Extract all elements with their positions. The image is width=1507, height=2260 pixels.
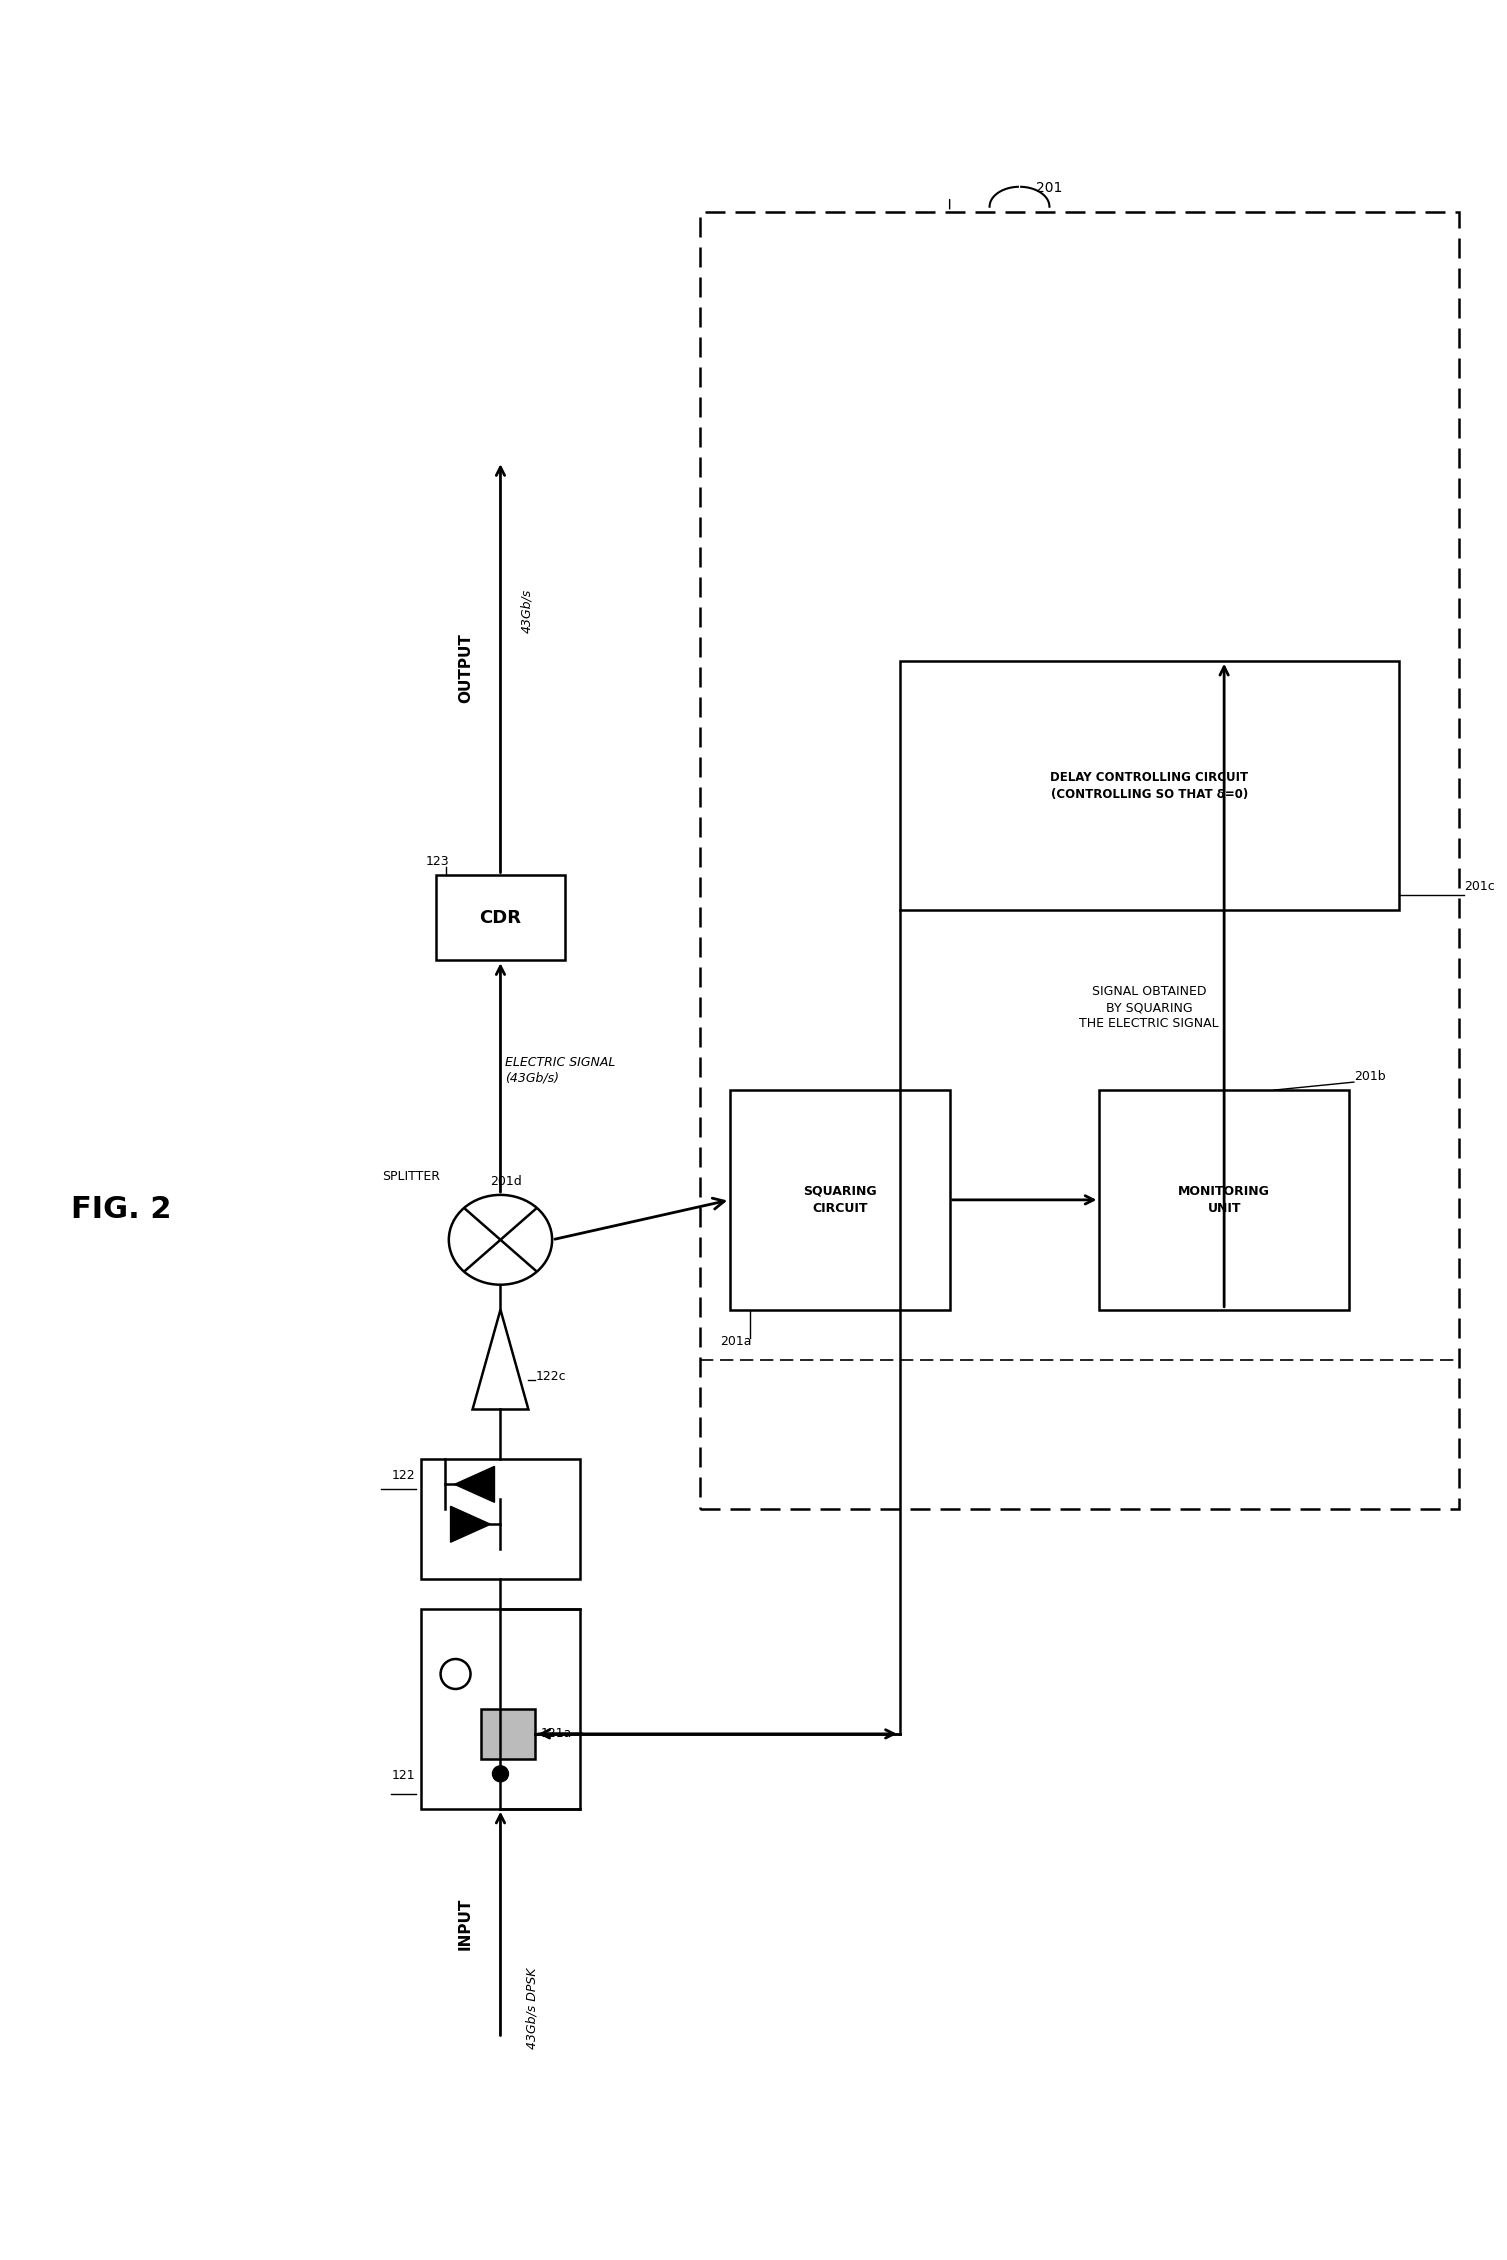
Text: FIG. 2: FIG. 2 (71, 1196, 172, 1225)
Bar (729, 1089, 949, 1309)
Bar (436, 875, 565, 960)
Polygon shape (451, 1507, 490, 1541)
Polygon shape (473, 1309, 529, 1410)
Polygon shape (455, 1467, 494, 1503)
Text: OUTPUT: OUTPUT (458, 633, 473, 703)
Text: ELECTRIC SIGNAL
(43Gb/s): ELECTRIC SIGNAL (43Gb/s) (505, 1055, 616, 1085)
Text: 43Gb/s: 43Gb/s (520, 590, 533, 633)
Circle shape (440, 1659, 470, 1688)
Circle shape (493, 1765, 508, 1781)
Text: MONITORING
UNIT: MONITORING UNIT (1178, 1184, 1270, 1216)
Text: 43Gb/s DPSK: 43Gb/s DPSK (526, 1968, 538, 2050)
Bar (701, 212, 1459, 1510)
Text: 201a: 201a (720, 1336, 752, 1347)
Text: 122c: 122c (535, 1370, 567, 1383)
Text: SPLITTER: SPLITTER (383, 1171, 440, 1182)
Text: 201d: 201d (490, 1175, 523, 1189)
Text: 123: 123 (425, 857, 449, 868)
Text: 201: 201 (1037, 181, 1062, 194)
Text: 121: 121 (392, 1770, 416, 1781)
Bar (481, 1709, 535, 1758)
Text: DELAY CONTROLLING CIRCUIT
(CONTROLLING SO THAT δ=0): DELAY CONTROLLING CIRCUIT (CONTROLLING S… (1050, 771, 1248, 800)
Text: 121a: 121a (541, 1727, 571, 1740)
Bar (1100, 1089, 1349, 1309)
Bar (420, 1460, 580, 1580)
Text: 122: 122 (392, 1469, 416, 1483)
Bar (900, 660, 1398, 911)
Text: CDR: CDR (479, 909, 521, 927)
Text: INPUT: INPUT (458, 1898, 473, 1950)
Bar (420, 1609, 580, 1808)
Text: 201b: 201b (1353, 1069, 1385, 1083)
Ellipse shape (449, 1196, 552, 1284)
Text: 201c: 201c (1463, 881, 1495, 893)
Text: SQUARING
CIRCUIT: SQUARING CIRCUIT (803, 1184, 877, 1216)
Text: SIGNAL OBTAINED
BY SQUARING
THE ELECTRIC SIGNAL: SIGNAL OBTAINED BY SQUARING THE ELECTRIC… (1079, 985, 1219, 1031)
